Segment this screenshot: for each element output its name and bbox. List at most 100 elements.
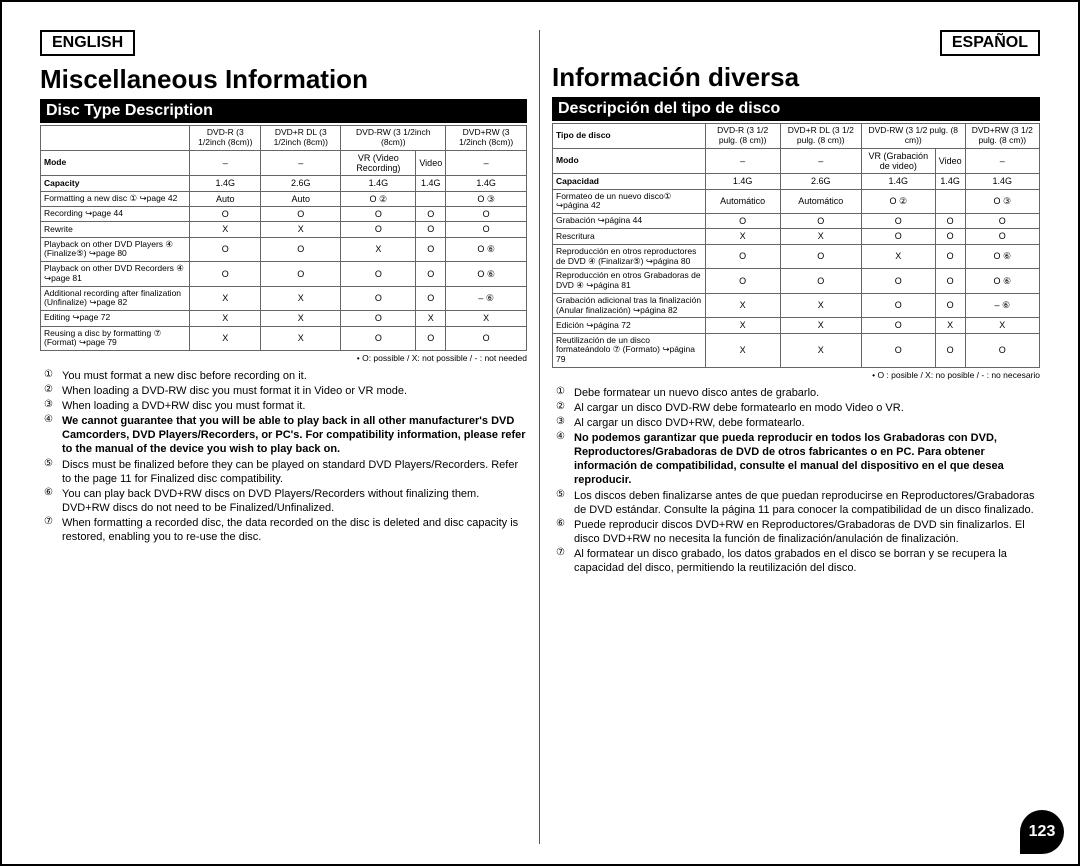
cell: – ⑥ (446, 286, 527, 311)
section-title-es: Información diversa (552, 62, 1040, 93)
cell: O (416, 286, 446, 311)
footnote-item: ④We cannot guarantee that you will be ab… (44, 414, 527, 456)
disc-type-table-es: Tipo de disco DVD-R (3 1/2 pulg. (8 cm))… (552, 123, 1040, 368)
cell: O (861, 229, 935, 244)
row-header: Capacidad (553, 174, 706, 189)
cell: O (261, 206, 341, 221)
footnotes-es: ①Debe formatear un nuevo disco antes de … (552, 386, 1040, 575)
cell: O (705, 269, 780, 294)
cell: O (935, 269, 965, 294)
cell: X (780, 293, 861, 318)
table-row: Additional recording after finalization … (41, 286, 527, 311)
cell: O (190, 237, 261, 262)
row-header: Reproducción en otros reproductores de D… (553, 244, 706, 269)
footnote-item: ③When loading a DVD+RW disc you must for… (44, 399, 527, 413)
mode-label: Mode (41, 150, 190, 176)
cell: Video (416, 150, 446, 176)
cell: VR (Video Recording) (341, 150, 416, 176)
footnote-text: Al cargar un disco DVD-RW debe formatear… (574, 401, 1040, 415)
cell: X (446, 311, 527, 326)
cell: O (861, 214, 935, 229)
cell: X (261, 222, 341, 237)
cell: X (965, 318, 1039, 333)
cell: O (341, 222, 416, 237)
cell: O (861, 318, 935, 333)
col-dvd-r: DVD-R (3 1/2 pulg. (8 cm)) (705, 124, 780, 149)
footnote-item: ②Al cargar un disco DVD-RW debe formatea… (556, 401, 1040, 415)
mode-row: Modo – – VR (Grabación de video) Video – (553, 148, 1040, 174)
cell: O (861, 269, 935, 294)
cell: 1.4G (705, 174, 780, 189)
language-tab-english: ENGLISH (40, 30, 135, 56)
cell: – (261, 150, 341, 176)
cell: O (861, 333, 935, 367)
cell: 1.4G (190, 176, 261, 191)
cell: O (935, 229, 965, 244)
footnote-item: ②When loading a DVD-RW disc you must for… (44, 384, 527, 398)
table-row: Reutilización de un disco formateándolo … (553, 333, 1040, 367)
cell: Automático (780, 189, 861, 214)
cell: – (446, 150, 527, 176)
row-header: Rewrite (41, 222, 190, 237)
cell: – (965, 148, 1039, 174)
footnote-text: Al cargar un disco DVD+RW, debe formatea… (574, 416, 1040, 430)
footnote-number: ⑦ (44, 516, 62, 544)
section-title-en: Miscellaneous Information (40, 64, 527, 95)
cell: O (341, 286, 416, 311)
cell: X (935, 318, 965, 333)
footnote-number: ⑤ (556, 489, 574, 517)
cell: X (261, 326, 341, 351)
cell: O (446, 206, 527, 221)
table-legend-en: • O: possible / X: not possible / - : no… (40, 353, 527, 363)
table-row: Reproducción en otros reproductores de D… (553, 244, 1040, 269)
cell (935, 189, 965, 214)
row-header: Capacity (41, 176, 190, 191)
modo-label: Modo (553, 148, 706, 174)
cell: X (416, 311, 446, 326)
subheader-es: Descripción del tipo de disco (552, 97, 1040, 121)
cell: X (190, 311, 261, 326)
row-header: Recording ↪page 44 (41, 206, 190, 221)
cell: O (780, 244, 861, 269)
cell: X (780, 229, 861, 244)
subheader-en: Disc Type Description (40, 99, 527, 123)
row-header: Grabación ↪página 44 (553, 214, 706, 229)
table-row: Formateo de un nuevo disco① ↪página 42 Au… (553, 189, 1040, 214)
cell: 1.4G (965, 174, 1039, 189)
footnote-item: ⑤Los discos deben finalizarse antes de q… (556, 489, 1040, 517)
cell: X (705, 318, 780, 333)
tipo-de-disco-label: Tipo de disco (553, 124, 706, 149)
table-row: Recording ↪page 44OOOOO (41, 206, 527, 221)
column-spanish: ESPAÑOL Información diversa Descripción … (540, 30, 1048, 844)
cell: O ⑥ (965, 269, 1039, 294)
footnote-text: Puede reproducir discos DVD+RW en Reprod… (574, 518, 1040, 546)
footnote-number: ⑦ (556, 547, 574, 575)
cell: O (780, 214, 861, 229)
cell: O ⑥ (446, 237, 527, 262)
table-row: Capacidad1.4G2.6G1.4G1.4G1.4G (553, 174, 1040, 189)
row-header: Playback on other DVD Players ④ (Finaliz… (41, 237, 190, 262)
footnote-number: ⑥ (44, 487, 62, 515)
cell: O (935, 244, 965, 269)
manual-page: ENGLISH Miscellaneous Information Disc T… (0, 0, 1080, 866)
row-header: Grabación adicional tras la finalización… (553, 293, 706, 318)
row-header: Additional recording after finalization … (41, 286, 190, 311)
footnote-text: When loading a DVD-RW disc you must form… (62, 384, 527, 398)
row-header: Playback on other DVD Recorders ④ ↪page … (41, 262, 190, 287)
cell: O ② (861, 189, 935, 214)
footnote-number: ⑤ (44, 458, 62, 486)
cell: O (965, 214, 1039, 229)
footnote-number: ① (556, 386, 574, 400)
cell: O (416, 326, 446, 351)
footnotes-en: ①You must format a new disc before recor… (40, 369, 527, 544)
footnote-text: Debe formatear un nuevo disco antes de g… (574, 386, 1040, 400)
cell: O (935, 293, 965, 318)
row-header: Formateo de un nuevo disco① ↪página 42 (553, 189, 706, 214)
cell: O (190, 262, 261, 287)
footnote-number: ② (44, 384, 62, 398)
footnote-text: Los discos deben finalizarse antes de qu… (574, 489, 1040, 517)
footnote-number: ④ (44, 414, 62, 456)
two-column-layout: ENGLISH Miscellaneous Information Disc T… (32, 30, 1048, 844)
cell: 1.4G (446, 176, 527, 191)
header-empty (41, 126, 190, 151)
